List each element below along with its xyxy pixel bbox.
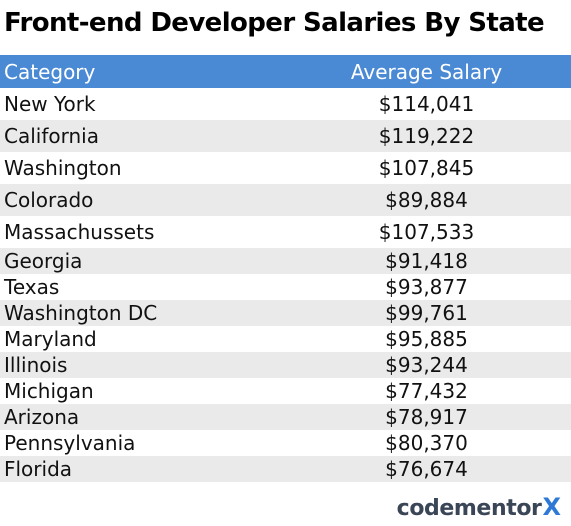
- table-row: Florida $76,674: [0, 456, 571, 482]
- table-row: Michigan $77,432: [0, 378, 571, 404]
- row-average-salary: $91,418: [385, 249, 468, 273]
- row-average-salary: $93,877: [385, 275, 468, 299]
- row-average-salary: $107,845: [378, 156, 475, 180]
- table-row: Illinois $93,244: [0, 352, 571, 378]
- row-category: Georgia: [4, 249, 83, 273]
- row-category: Washington: [4, 156, 122, 180]
- row-category: Washington DC: [4, 301, 158, 325]
- logo-text: codementor: [396, 496, 542, 521]
- row-category: Arizona: [4, 405, 80, 429]
- row-category: California: [4, 124, 99, 148]
- table-row: Arizona $78,917: [0, 404, 571, 430]
- table-row: California $119,222: [0, 120, 571, 152]
- row-average-salary: $76,674: [385, 457, 468, 481]
- row-average-salary: $93,244: [385, 353, 468, 377]
- row-category: Michigan: [4, 379, 94, 403]
- row-average-salary: $107,533: [378, 220, 475, 244]
- row-category: Florida: [4, 457, 73, 481]
- row-category: New York: [4, 92, 96, 116]
- row-average-salary: $78,917: [385, 405, 468, 429]
- row-category: Illinois: [4, 353, 68, 377]
- salary-table: Category Average Salary New York $114,041…: [0, 55, 571, 482]
- table-row: Georgia $91,418: [0, 248, 571, 274]
- row-average-salary: $80,370: [385, 431, 468, 455]
- row-category: Massachussets: [4, 220, 155, 244]
- row-average-salary: $99,761: [385, 301, 468, 325]
- row-category: Pennsylvania: [4, 431, 136, 455]
- row-average-salary: $89,884: [385, 188, 468, 212]
- table-row: Washington DC $99,761: [0, 300, 571, 326]
- row-average-salary: $114,041: [378, 92, 475, 116]
- table-row: Colorado $89,884: [0, 184, 571, 216]
- table-row: Washington $107,845: [0, 152, 571, 184]
- logo-x-mark: X: [542, 493, 561, 521]
- table-row: Maryland $95,885: [0, 326, 571, 352]
- row-average-salary: $119,222: [378, 124, 475, 148]
- codementorx-logo: codementor X: [397, 493, 561, 521]
- row-category: Texas: [4, 275, 60, 299]
- row-average-salary: $95,885: [385, 327, 468, 351]
- header-category: Category: [4, 59, 96, 84]
- chart-title: Front-end Developer Salaries By State: [4, 8, 545, 38]
- table-row: Massachussets $107,533: [0, 216, 571, 248]
- row-category: Maryland: [4, 327, 97, 351]
- row-category: Colorado: [4, 188, 94, 212]
- table-row: New York $114,041: [0, 88, 571, 120]
- header-average-salary: Average Salary: [350, 59, 503, 84]
- table-row: Pennsylvania $80,370: [0, 430, 571, 456]
- row-average-salary: $77,432: [385, 379, 468, 403]
- table-header: Category Average Salary: [0, 55, 571, 88]
- table-body: New York $114,041 California $119,222 Washin…: [0, 88, 571, 482]
- table-row: Texas $93,877: [0, 274, 571, 300]
